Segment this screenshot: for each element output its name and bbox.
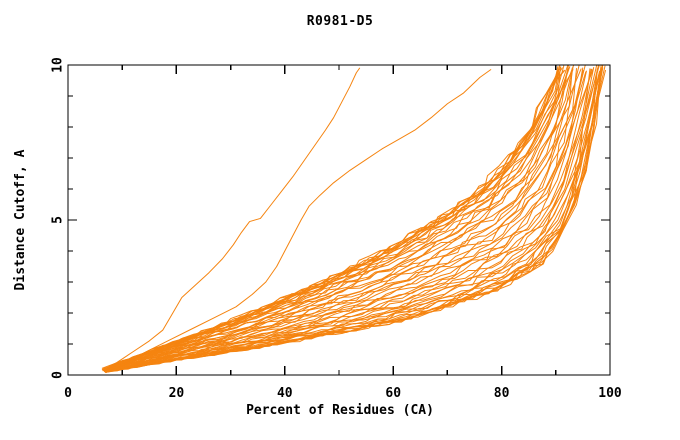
model-curve (105, 68, 592, 373)
model-curve (105, 70, 584, 371)
model-curve (103, 66, 562, 371)
model-curve (103, 67, 563, 370)
model-curve (101, 69, 566, 369)
model-curve (102, 66, 559, 371)
model-curve (105, 64, 602, 373)
y-tick-label: 10 (51, 57, 66, 73)
model-curve (104, 67, 584, 372)
model-curve (104, 70, 565, 369)
model-curve (103, 68, 560, 371)
y-tick-label: 5 (51, 216, 66, 224)
model-curve (104, 67, 603, 372)
x-tick-label: 100 (598, 386, 622, 401)
x-tick-label: 0 (64, 386, 72, 401)
x-axis-title: Percent of Residues (CA) (246, 403, 434, 418)
model-curve (104, 68, 591, 373)
model-curve (101, 68, 562, 370)
y-tick-label-group: 0 5 10 (51, 57, 66, 379)
y-axis-title: Distance Cutoff, A (13, 149, 28, 290)
model-curve (102, 69, 574, 370)
model-curve (102, 64, 569, 371)
model-curve (103, 64, 575, 371)
model-curve (103, 68, 577, 372)
curve-layer (101, 64, 607, 373)
x-tick-label: 60 (385, 386, 401, 401)
model-curve (104, 64, 599, 372)
model-curve (103, 71, 587, 371)
outlier-curve (102, 67, 361, 371)
outlier-curve (105, 69, 492, 370)
x-tick-label: 40 (277, 386, 293, 401)
model-curve (105, 65, 606, 373)
x-tick-label: 20 (169, 386, 185, 401)
model-curve (104, 68, 593, 372)
model-curve (103, 71, 559, 370)
model-curve (102, 66, 574, 372)
model-curve (105, 69, 602, 373)
model-curve (104, 67, 573, 371)
axis-frame (67, 64, 611, 376)
x-tick-label-group: 0 20 40 60 80 100 (64, 386, 622, 401)
model-curve (103, 66, 595, 371)
y-tick-label: 0 (51, 371, 66, 379)
model-curve (104, 64, 598, 372)
chart-title: R0981-D5 (306, 14, 374, 29)
model-curve (103, 66, 561, 371)
x-tick-label: 80 (494, 386, 510, 401)
